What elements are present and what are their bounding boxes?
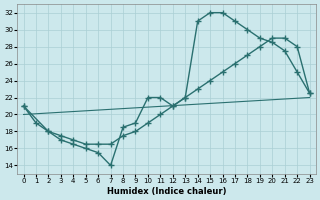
- X-axis label: Humidex (Indice chaleur): Humidex (Indice chaleur): [107, 187, 226, 196]
